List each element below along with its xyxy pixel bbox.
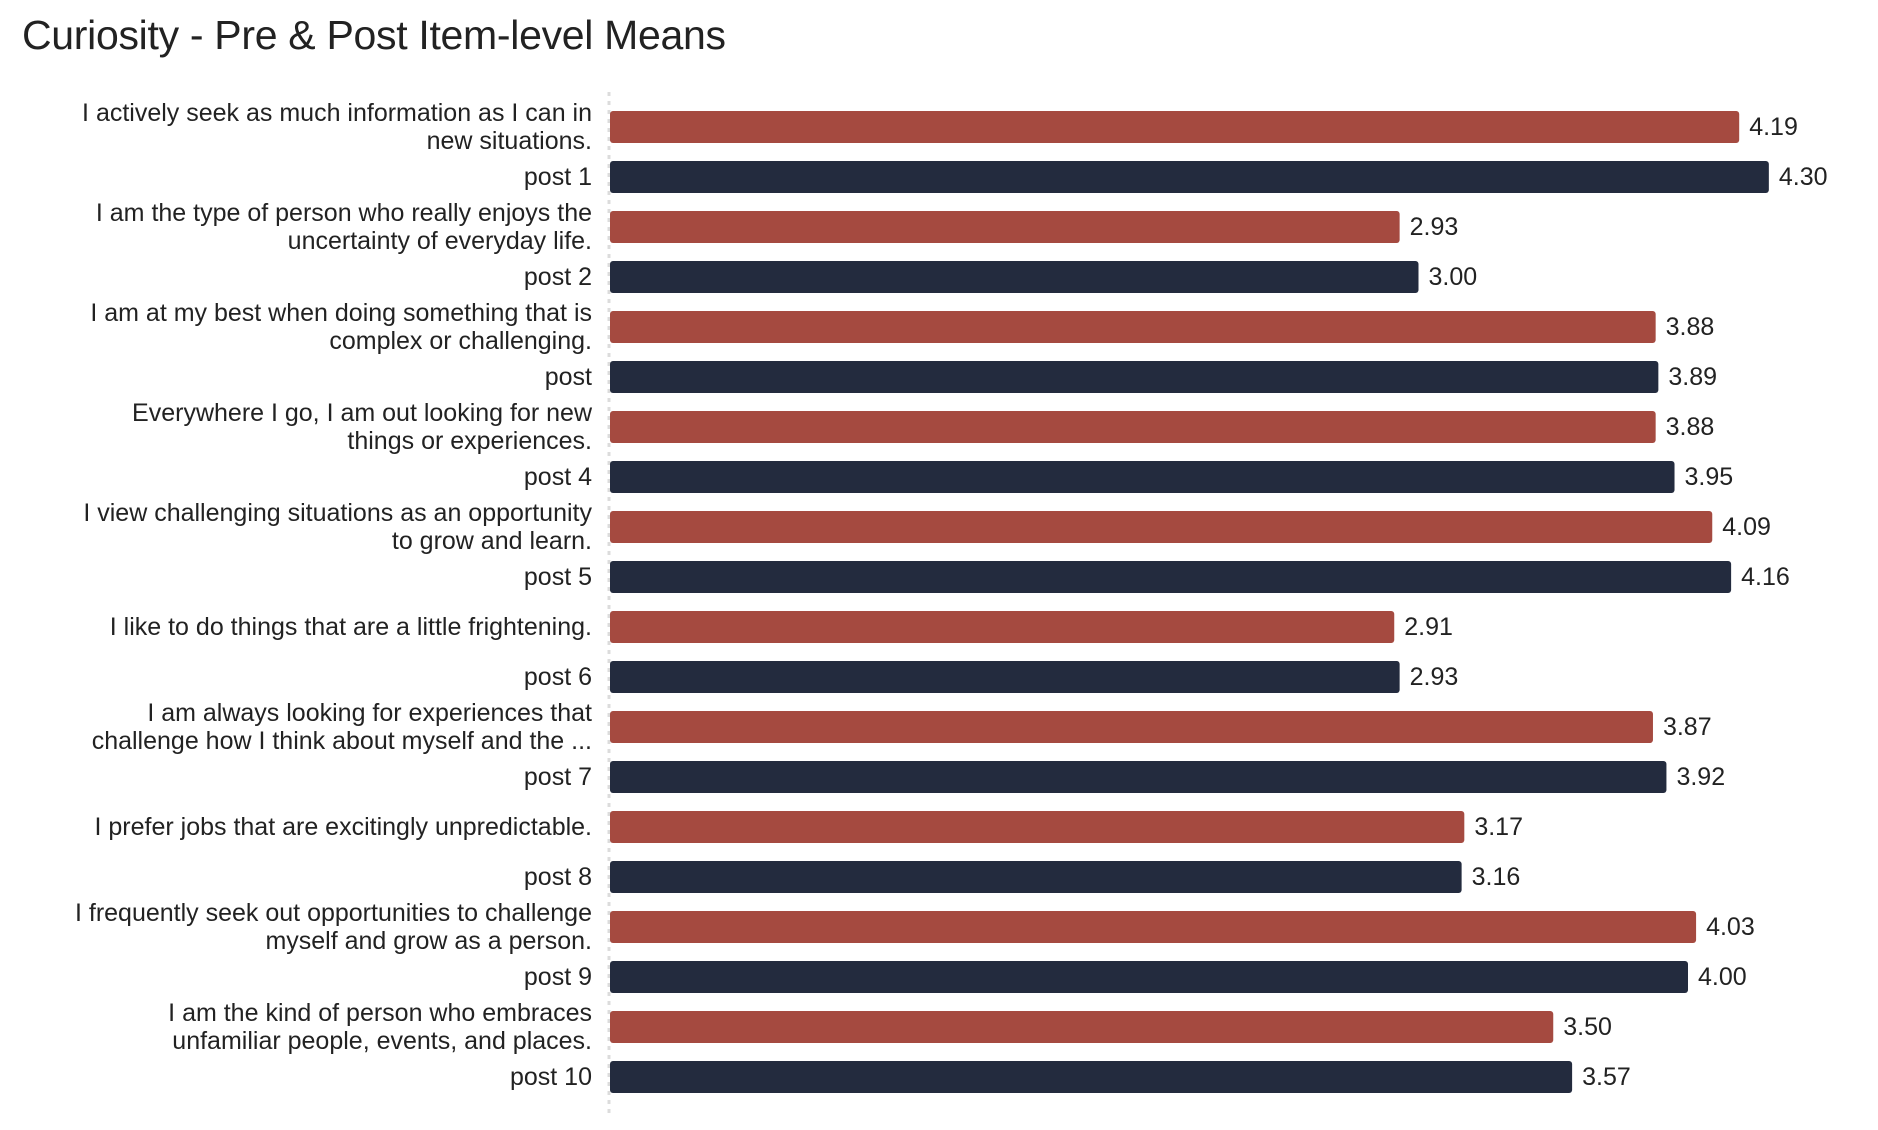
value-label: 3.89: [1668, 363, 1718, 391]
label-line: post 9: [523, 963, 592, 991]
label-line: new situations.: [426, 127, 592, 155]
label-line: Everywhere I go, I am out looking for ne…: [132, 399, 592, 427]
chart-title: Curiosity - Pre & Post Item-level Means: [22, 12, 726, 58]
item-label: I am the kind of person who embraces unfa…: [2, 999, 592, 1055]
label-line: unfamiliar people, events, and places.: [172, 1027, 592, 1055]
post-label: post 4: [2, 463, 592, 491]
pre-bar: [610, 211, 1400, 243]
value-label: 4.03: [1706, 913, 1755, 941]
value-label: 3.88: [1665, 413, 1715, 441]
value-label: 3.57: [1582, 1063, 1631, 1091]
item-label: I frequently seek out opportunities to c…: [2, 899, 592, 955]
label-line: myself and grow as a person.: [265, 927, 592, 955]
pre-bar: [610, 911, 1697, 943]
value-label: 3.88: [1665, 313, 1715, 341]
item-label: I am the type of person who really enjoy…: [2, 199, 592, 255]
pre-bar: [610, 711, 1653, 743]
value-label: 2.93: [1409, 213, 1459, 241]
post-label: post 6: [2, 663, 592, 691]
value-label: 4.09: [1722, 513, 1771, 541]
label-line: I am the kind of person who embraces: [168, 999, 592, 1027]
label-line: challenge how I think about myself and t…: [91, 727, 592, 755]
label-line: post 2: [523, 263, 592, 291]
value-label: 3.16: [1471, 863, 1521, 891]
label-line: I actively seek as much information as I…: [82, 99, 592, 127]
post-label: post 1: [2, 163, 592, 191]
item-label: I like to do things that are a little fr…: [2, 613, 592, 641]
label-line: post 6: [523, 663, 592, 691]
label-line: I like to do things that are a little fr…: [109, 613, 592, 641]
pre-bar: [610, 411, 1656, 443]
post-label: post 7: [2, 763, 592, 791]
pre-bar: [610, 1011, 1554, 1043]
value-label: 4.30: [1778, 163, 1828, 191]
pre-bar: [610, 311, 1656, 343]
value-label: 3.95: [1684, 463, 1734, 491]
label-line: post: [544, 363, 592, 391]
post-bar: [610, 661, 1400, 693]
item-label: Everywhere I go, I am out looking for ne…: [2, 399, 592, 455]
value-label: 3.87: [1662, 713, 1712, 741]
post-bar: [610, 861, 1462, 893]
post-label: post 9: [2, 963, 592, 991]
value-label: 3.50: [1563, 1013, 1612, 1041]
value-label: 3.00: [1428, 263, 1478, 291]
value-label: 4.16: [1741, 563, 1790, 591]
post-label: post 5: [2, 563, 592, 591]
pre-bar: [610, 111, 1740, 143]
label-line: I am always looking for experiences that: [147, 699, 592, 727]
label-line: I am the type of person who really enjoy…: [95, 199, 592, 227]
item-label: I am always looking for experiences that…: [2, 699, 592, 755]
label-line: post 1: [523, 163, 592, 191]
pre-bar: [610, 511, 1713, 543]
post-label: post 8: [2, 863, 592, 891]
value-label: 2.93: [1409, 663, 1459, 691]
label-line: post 5: [523, 563, 592, 591]
pre-bar: [610, 611, 1395, 643]
item-label: I prefer jobs that are excitingly unpred…: [2, 813, 593, 841]
item-label: I view challenging situations as an oppo…: [2, 499, 592, 555]
item-label: I am at my best when doing something tha…: [2, 299, 592, 355]
value-label: 4.19: [1749, 113, 1798, 141]
post-bar: [610, 1061, 1573, 1093]
label-line: to grow and learn.: [391, 527, 592, 555]
label-line: I view challenging situations as an oppo…: [83, 499, 592, 527]
label-line: post 7: [523, 763, 592, 791]
bars-group: [610, 111, 1769, 1093]
label-line: post 8: [523, 863, 592, 891]
label-line: post 10: [509, 1063, 592, 1091]
value-label: 3.92: [1676, 763, 1726, 791]
label-line: things or experiences.: [347, 427, 592, 455]
label-line: I am at my best when doing something tha…: [90, 299, 592, 327]
post-bar: [610, 761, 1667, 793]
post-bar: [610, 161, 1769, 193]
value-label: 2.91: [1404, 613, 1453, 641]
post-bar: [610, 961, 1688, 993]
post-label: post: [2, 363, 592, 391]
value-label: 3.17: [1474, 813, 1523, 841]
post-label: post 2: [2, 263, 592, 291]
item-label: I actively seek as much information as I…: [2, 99, 592, 155]
post-bar: [610, 261, 1419, 293]
label-line: post 4: [523, 463, 592, 491]
post-bar: [610, 461, 1675, 493]
pre-bar: [610, 811, 1465, 843]
post-label: post 10: [2, 1063, 592, 1091]
post-bar: [610, 361, 1659, 393]
post-bar: [610, 561, 1732, 593]
value-label: 4.00: [1698, 963, 1747, 991]
label-line: I prefer jobs that are excitingly unpred…: [94, 813, 593, 841]
label-line: I frequently seek out opportunities to c…: [74, 899, 592, 927]
label-line: uncertainty of everyday life.: [287, 227, 592, 255]
label-line: complex or challenging.: [329, 327, 592, 355]
